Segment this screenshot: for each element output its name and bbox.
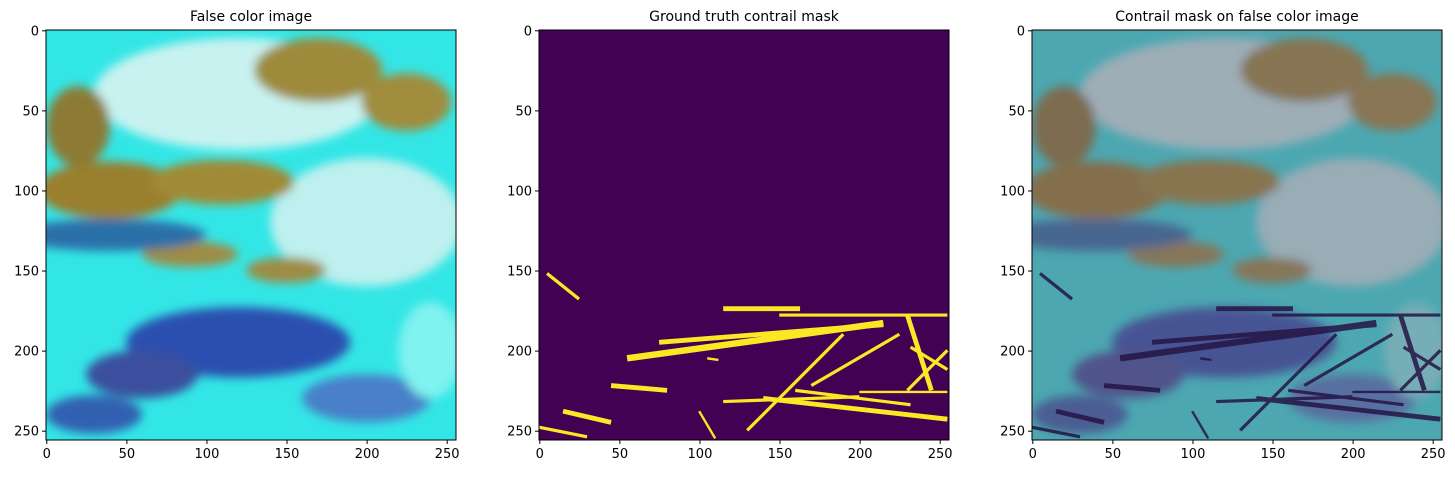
x-tick-label: 150 [275,447,300,462]
x-tick-label: 200 [1341,447,1366,462]
x-tick-label: 100 [195,447,220,462]
x-tick-label: 0 [43,447,51,462]
axes-frame [1031,29,1443,441]
y-tick-label: 250 [1000,425,1025,440]
x-tick-label: 150 [1261,447,1286,462]
x-tick-label: 100 [1181,447,1206,462]
mask-image [539,30,949,440]
y-tick-label: 100 [507,184,532,199]
false-color-image [14,30,462,440]
y-tick-label: 250 [14,425,39,440]
y-tick-label: 200 [14,345,39,360]
x-tick-label: 50 [119,447,136,462]
y-tick-label: 0 [1017,24,1025,39]
chart-title: Contrail mask on false color image [1115,9,1359,25]
y-tick-label: 50 [1008,104,1025,119]
chart-title: False color image [190,9,312,25]
y-tick-label: 50 [515,104,532,119]
y-tick-label: 200 [507,345,532,360]
y-tick-label: 150 [14,265,39,280]
overlay-image [1032,30,1442,440]
y-tick-label: 150 [507,265,532,280]
x-tick-label: 50 [612,447,629,462]
x-tick-label: 0 [1029,447,1037,462]
y-tick-label: 0 [31,24,39,39]
x-tick-label: 0 [536,447,544,462]
y-tick-label: 50 [22,104,39,119]
x-tick-label: 100 [688,447,713,462]
x-tick-label: 200 [355,447,380,462]
y-tick-label: 250 [507,425,532,440]
y-tick-label: 100 [14,184,39,199]
y-tick-label: 100 [1000,184,1025,199]
x-tick-label: 150 [768,447,793,462]
y-tick-label: 150 [1000,265,1025,280]
x-tick-label: 50 [1105,447,1122,462]
x-tick-label: 250 [435,447,460,462]
y-tick-label: 200 [1000,345,1025,360]
x-tick-label: 250 [1421,447,1446,462]
x-tick-label: 200 [848,447,873,462]
x-tick-label: 250 [928,447,953,462]
y-tick-label: 0 [524,24,532,39]
chart-title: Ground truth contrail mask [649,9,840,25]
axes-frame [45,29,457,441]
axes-frame [538,29,950,441]
